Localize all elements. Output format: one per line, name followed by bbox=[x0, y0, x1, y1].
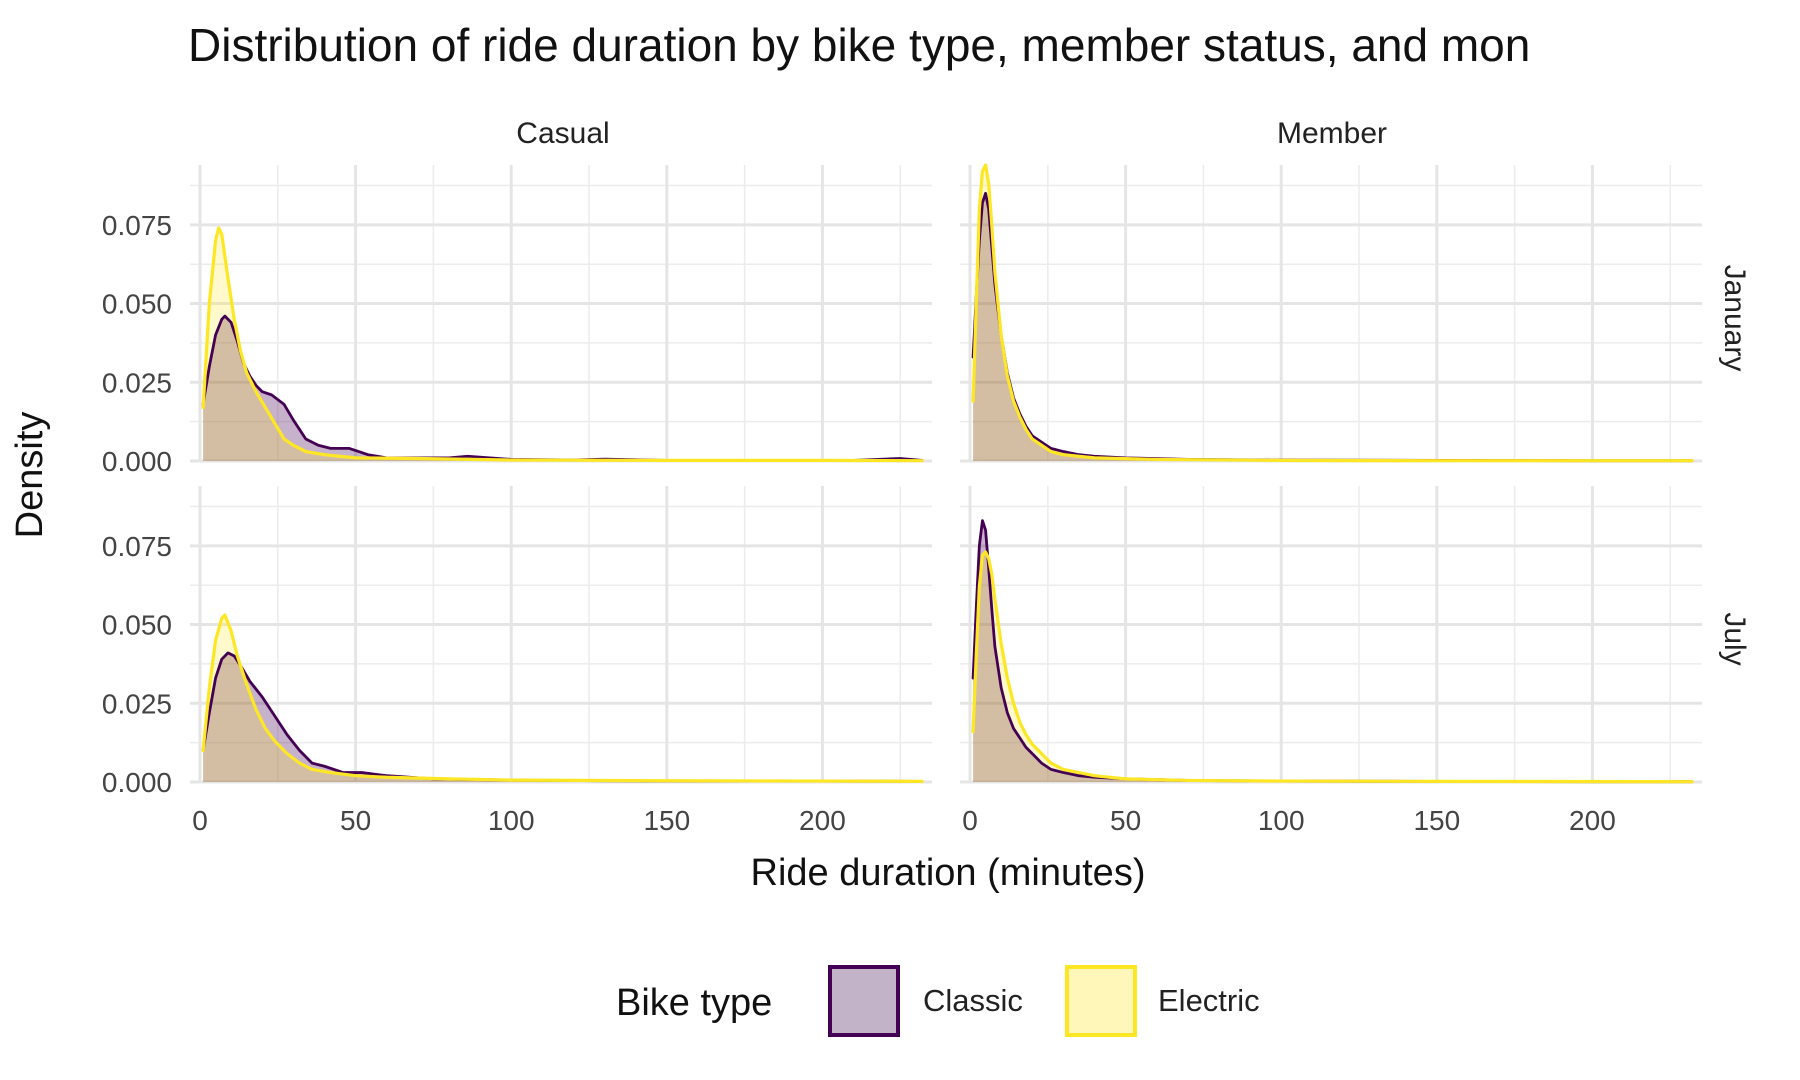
y-tick-label-january-2: 0.050 bbox=[102, 289, 172, 320]
y-tick-label-july-1: 0.025 bbox=[102, 688, 172, 719]
row-strip-july: July bbox=[1718, 612, 1751, 665]
density-line-electric-july-casual bbox=[201, 613, 924, 783]
x-tick-label-member-4: 200 bbox=[1569, 805, 1616, 836]
x-tick-label-casual-0: 0 bbox=[192, 805, 208, 836]
panel-background-january-casual bbox=[190, 165, 932, 461]
x-tick-label-casual-3: 150 bbox=[643, 805, 690, 836]
density-line-electric-january-member bbox=[971, 163, 1694, 463]
density-area-electric-july-casual bbox=[203, 615, 923, 782]
chart-title: Distribution of ride duration by bike ty… bbox=[188, 19, 1530, 71]
x-tick-label-member-0: 0 bbox=[962, 805, 978, 836]
legend-label-classic: Classic bbox=[923, 983, 1023, 1018]
x-tick-label-casual-2: 100 bbox=[488, 805, 535, 836]
legend-key-classic bbox=[828, 965, 900, 1037]
density-line-electric-july-member bbox=[971, 550, 1694, 784]
panel-july-member: 0 50 100 150 200 bbox=[960, 486, 1702, 836]
y-tick-label-january-0: 0.000 bbox=[102, 446, 172, 477]
panel-background-january-member bbox=[960, 165, 1702, 461]
density-area-electric-january-casual bbox=[203, 227, 923, 461]
y-tick-label-july-0: 0.000 bbox=[102, 767, 172, 798]
y-tick-label-january-1: 0.025 bbox=[102, 367, 172, 398]
y-axis-title: Density bbox=[9, 412, 51, 539]
density-area-classic-july-casual bbox=[203, 652, 923, 782]
x-tick-label-member-1: 50 bbox=[1110, 805, 1141, 836]
panel-background-july-member bbox=[960, 486, 1702, 782]
x-tick-label-casual-4: 200 bbox=[799, 805, 846, 836]
legend: Bike type Classic Electric bbox=[616, 965, 1260, 1037]
legend-key-electric bbox=[1065, 965, 1137, 1037]
legend-label-electric: Electric bbox=[1158, 983, 1260, 1018]
panel-january-casual: 0.000 0.025 0.050 0.075 bbox=[102, 165, 932, 477]
panel-background-july-casual bbox=[190, 486, 932, 782]
column-strip-casual: Casual bbox=[516, 117, 609, 150]
density-line-electric-january-casual bbox=[201, 226, 924, 463]
panel-july-casual: 0.000 0.025 0.050 0.075 0 50 100 150 200 bbox=[102, 486, 932, 836]
density-area-classic-january-casual bbox=[203, 316, 923, 461]
x-tick-label-member-2: 100 bbox=[1258, 805, 1305, 836]
y-tick-label-july-2: 0.050 bbox=[102, 610, 172, 641]
x-axis-title: Ride duration (minutes) bbox=[751, 852, 1146, 894]
panel-january-member bbox=[960, 163, 1702, 463]
x-tick-label-casual-1: 50 bbox=[340, 805, 371, 836]
x-tick-label-member-3: 150 bbox=[1413, 805, 1460, 836]
y-tick-label-january-3: 0.075 bbox=[102, 210, 172, 241]
legend-title: Bike type bbox=[616, 982, 772, 1024]
y-tick-label-july-3: 0.075 bbox=[102, 531, 172, 562]
column-strip-member: Member bbox=[1277, 117, 1387, 150]
panels-layer: 0.000 0.025 0.050 0.075 0.000 0.025 0.050 0.075… bbox=[102, 163, 1702, 836]
row-strip-january: January bbox=[1718, 265, 1751, 372]
